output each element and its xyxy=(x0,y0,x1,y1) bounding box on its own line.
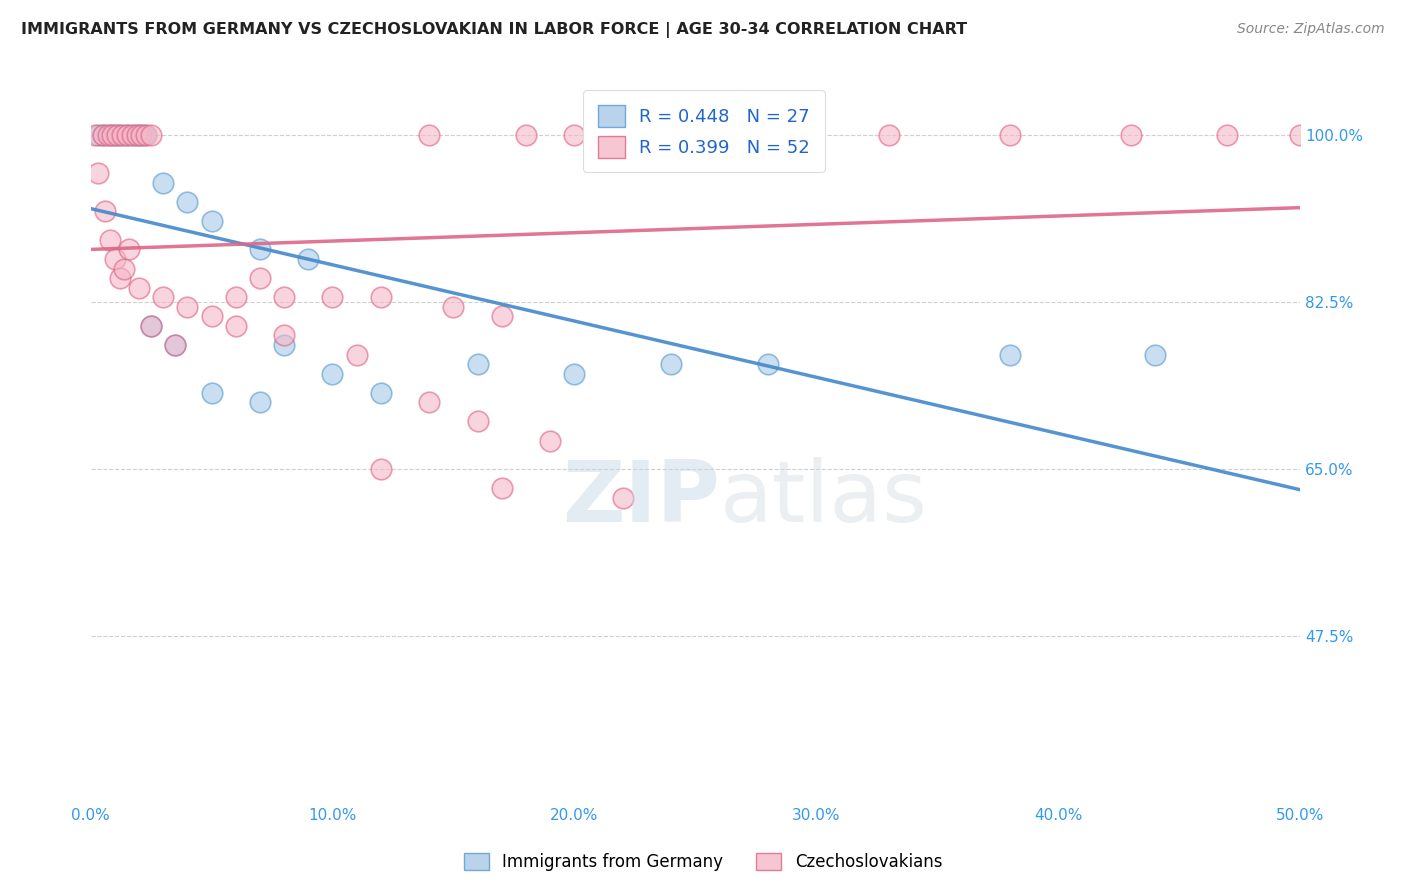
Point xyxy=(125,128,148,142)
Point xyxy=(249,243,271,257)
Point xyxy=(98,233,121,247)
Point xyxy=(998,347,1021,361)
Point xyxy=(1289,128,1312,142)
Point xyxy=(118,243,141,257)
Point xyxy=(418,395,440,409)
Point xyxy=(139,128,162,142)
Point xyxy=(998,128,1021,142)
Point xyxy=(370,462,392,476)
Text: IMMIGRANTS FROM GERMANY VS CZECHOSLOVAKIAN IN LABOR FORCE | AGE 30-34 CORRELATIO: IMMIGRANTS FROM GERMANY VS CZECHOSLOVAKI… xyxy=(21,22,967,38)
Point xyxy=(685,128,707,142)
Point xyxy=(538,434,561,448)
Point xyxy=(165,338,187,352)
Point xyxy=(321,290,343,304)
Point xyxy=(101,128,124,142)
Point xyxy=(515,128,537,142)
Point xyxy=(467,357,489,371)
Point xyxy=(225,290,247,304)
Point xyxy=(612,128,634,142)
Point xyxy=(443,300,465,314)
Point xyxy=(87,128,110,142)
Point xyxy=(321,367,343,381)
Point xyxy=(108,128,131,142)
Point xyxy=(139,318,162,333)
Point xyxy=(564,128,586,142)
Legend: R = 0.448   N = 27, R = 0.399   N = 52: R = 0.448 N = 27, R = 0.399 N = 52 xyxy=(583,90,824,172)
Point xyxy=(249,271,271,285)
Point xyxy=(176,300,198,314)
Point xyxy=(200,213,222,227)
Point xyxy=(108,271,131,285)
Point xyxy=(87,166,110,180)
Point xyxy=(176,194,198,209)
Point xyxy=(200,385,222,400)
Point xyxy=(104,252,127,266)
Point xyxy=(94,204,117,219)
Point xyxy=(165,338,187,352)
Point xyxy=(139,318,162,333)
Point xyxy=(84,128,107,142)
Point xyxy=(91,128,114,142)
Point xyxy=(111,128,134,142)
Point xyxy=(135,128,157,142)
Point xyxy=(105,128,128,142)
Text: ZIP: ZIP xyxy=(562,457,720,541)
Point xyxy=(346,347,368,361)
Point xyxy=(200,310,222,324)
Point xyxy=(467,414,489,428)
Point xyxy=(1143,347,1166,361)
Point xyxy=(115,128,138,142)
Point xyxy=(564,367,586,381)
Text: Source: ZipAtlas.com: Source: ZipAtlas.com xyxy=(1237,22,1385,37)
Point xyxy=(418,128,440,142)
Point xyxy=(104,128,127,142)
Point xyxy=(273,338,295,352)
Point xyxy=(114,261,136,276)
Point xyxy=(91,128,114,142)
Point xyxy=(225,318,247,333)
Point xyxy=(370,385,392,400)
Point xyxy=(297,252,319,266)
Point xyxy=(98,128,121,142)
Point xyxy=(756,128,779,142)
Point xyxy=(1119,128,1142,142)
Point xyxy=(370,290,392,304)
Point xyxy=(132,128,155,142)
Point xyxy=(659,357,682,371)
Point xyxy=(128,280,150,294)
Point xyxy=(491,310,513,324)
Point xyxy=(96,128,118,142)
Point xyxy=(273,328,295,343)
Point xyxy=(121,128,143,142)
Point xyxy=(152,290,174,304)
Text: atlas: atlas xyxy=(720,457,928,541)
Point xyxy=(115,128,138,142)
Point xyxy=(128,128,150,142)
Legend: Immigrants from Germany, Czechoslovakians: Immigrants from Germany, Czechoslovakian… xyxy=(456,845,950,880)
Point xyxy=(756,357,779,371)
Point xyxy=(273,290,295,304)
Point xyxy=(122,128,145,142)
Point xyxy=(131,128,153,142)
Point xyxy=(612,491,634,505)
Point xyxy=(249,395,271,409)
Point xyxy=(1216,128,1239,142)
Point xyxy=(152,176,174,190)
Point xyxy=(491,481,513,495)
Point xyxy=(877,128,900,142)
